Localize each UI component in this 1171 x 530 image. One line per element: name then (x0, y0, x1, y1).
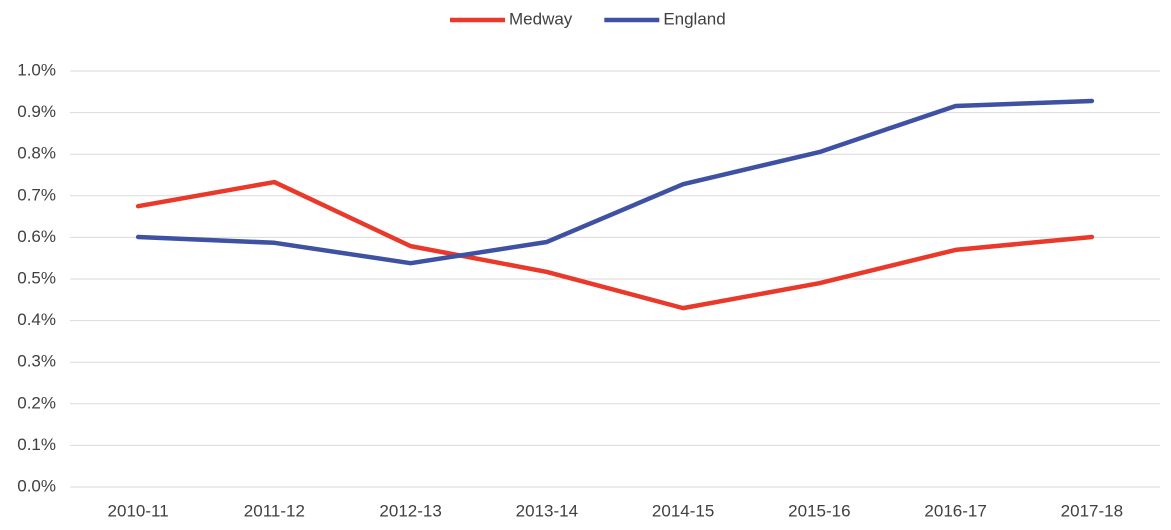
series-line (135, 98, 1095, 266)
y-tick-label: 0.8% (17, 144, 56, 163)
x-tick-label: 2012-13 (379, 501, 441, 520)
x-tick-label: 2016-17 (924, 501, 986, 520)
x-tick-label: 2014-15 (652, 501, 714, 520)
x-tick-label: 2015-16 (788, 501, 850, 520)
y-tick-label: 0.1% (17, 435, 56, 454)
y-tick-label: 0.5% (17, 268, 56, 287)
y-tick-label: 0.4% (17, 310, 56, 329)
y-tick-label: 1.0% (17, 60, 56, 79)
y-tick-label: 0.2% (17, 393, 56, 412)
x-tick-label: 2013-14 (516, 501, 578, 520)
x-tick-label: 2010-11 (108, 501, 169, 520)
y-tick-label: 0.0% (17, 476, 56, 495)
x-tick-label: 2017-18 (1061, 501, 1123, 520)
x-tick-label: 2011-12 (244, 501, 305, 520)
series-line (135, 179, 1095, 311)
y-tick-label: 0.9% (17, 102, 56, 121)
legend-label: Medway (509, 9, 573, 28)
y-tick-label: 0.7% (17, 185, 56, 204)
y-tick-label: 0.6% (17, 227, 56, 246)
y-tick-label: 0.3% (17, 352, 56, 371)
legend-label: England (663, 9, 725, 28)
